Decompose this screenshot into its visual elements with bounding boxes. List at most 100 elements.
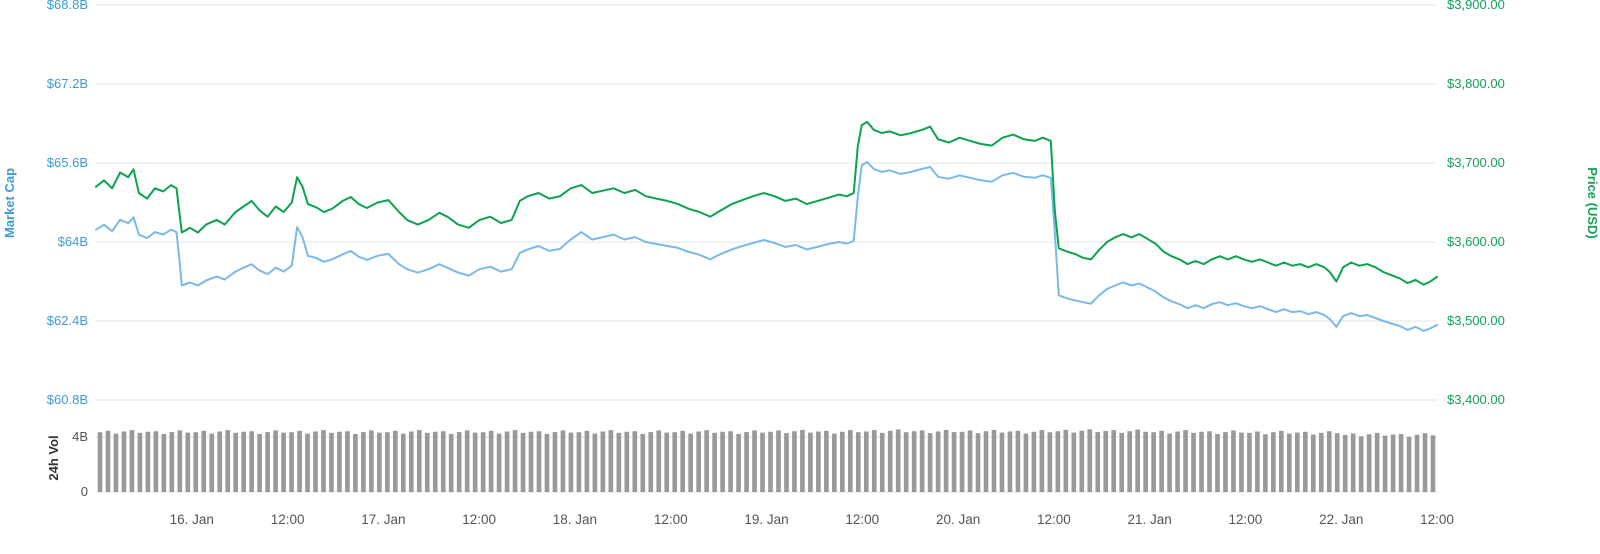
volume-bar[interactable] [696,431,701,493]
price-line[interactable] [95,120,1438,286]
volume-bar[interactable] [720,431,725,492]
volume-bar[interactable] [225,430,231,492]
volume-bar[interactable] [281,432,286,492]
volume-bar[interactable] [1390,434,1396,492]
volume-bar[interactable] [361,432,366,492]
volume-bar[interactable] [145,431,151,492]
volume-bar[interactable] [1015,430,1021,492]
volume-bar[interactable] [488,430,494,492]
volume-bar[interactable] [1175,431,1180,493]
volume-bar[interactable] [1223,432,1228,492]
volume-bar[interactable] [1414,434,1420,492]
volume-bar[interactable] [464,430,470,492]
volume-bar[interactable] [1247,432,1252,492]
volume-bar[interactable] [1342,434,1348,492]
volume-bar[interactable] [369,430,374,492]
volume-bar[interactable] [105,430,111,492]
volume-bar[interactable] [153,431,159,492]
volume-bar[interactable] [1143,431,1148,492]
volume-bar[interactable] [840,431,845,492]
volume-bar[interactable] [201,430,207,492]
volume-bar[interactable] [832,433,837,492]
volume-bar[interactable] [440,431,446,492]
volume-bar[interactable] [776,430,781,492]
volume-bar[interactable] [1334,433,1340,492]
marketcap-line[interactable] [95,161,1438,332]
volume-bar[interactable] [400,433,406,492]
volume-bar[interactable] [504,431,510,493]
volume-bar[interactable] [911,431,917,492]
volume-bar[interactable] [1398,433,1404,492]
volume-bar[interactable] [999,432,1005,492]
volume-bar[interactable] [265,432,270,492]
volume-bar[interactable] [592,433,598,492]
volume-bar[interactable] [289,432,294,492]
volume-bar[interactable] [217,431,223,493]
volume-bar[interactable] [1302,431,1308,492]
volume-bar[interactable] [863,431,869,493]
volume-bar[interactable] [1215,433,1220,492]
volume-bar[interactable] [768,431,773,492]
volume-bar[interactable] [1271,432,1276,492]
volume-bar[interactable] [416,430,422,492]
volume-bar[interactable] [672,432,678,492]
volume-bar[interactable] [528,431,534,492]
volume-bar[interactable] [1310,434,1316,492]
volume-bar[interactable] [448,433,454,492]
volume-bar[interactable] [1231,430,1236,492]
volume-bar[interactable] [704,430,709,492]
volume-bar[interactable] [824,430,829,492]
volume-bar[interactable] [1207,431,1212,492]
volume-bar[interactable] [233,432,239,492]
volume-bar[interactable] [1382,435,1388,492]
volume-bar[interactable] [305,433,310,492]
volume-bar[interactable] [640,433,646,492]
volume-bar[interactable] [480,432,486,492]
volume-bar[interactable] [1366,434,1372,492]
volume-bar[interactable] [1063,429,1069,492]
volume-bar[interactable] [943,429,949,492]
volume-bar[interactable] [1183,430,1188,492]
volume-bar[interactable] [816,431,821,493]
volume-bar[interactable] [249,431,254,492]
volume-bar[interactable] [1279,430,1284,492]
volume-bar[interactable] [432,431,438,492]
volume-bar[interactable] [792,431,797,492]
volume-bar[interactable] [113,433,119,492]
volume-bar[interactable] [927,433,933,492]
volume-bar[interactable] [408,431,414,493]
volume-bar[interactable] [576,432,582,492]
volume-bar[interactable] [632,431,638,492]
volume-bar[interactable] [472,432,478,492]
volume-bar[interactable] [121,431,127,493]
volume-bar[interactable] [1326,431,1332,492]
volume-bar[interactable] [337,431,342,492]
volume-bar[interactable] [1255,431,1260,493]
volume-bar[interactable] [456,432,462,492]
volume-bar[interactable] [728,431,733,492]
volume-bar[interactable] [935,431,941,493]
volume-bar[interactable] [855,432,861,492]
volume-bar[interactable] [393,430,398,492]
volume-bar[interactable] [752,430,757,492]
volume-bar[interactable] [879,432,885,492]
volume-bar[interactable] [1135,429,1140,492]
volume-bar[interactable] [241,431,246,492]
volume-bar[interactable] [544,433,550,492]
volume-bar[interactable] [1151,432,1156,492]
volume-bar[interactable] [648,432,654,492]
volume-bar[interactable] [520,432,526,492]
volume-bar[interactable] [1159,430,1164,492]
volume-bar[interactable] [1055,431,1061,492]
line-series[interactable] [95,120,1438,332]
volume-bar[interactable] [161,433,167,492]
volume-bar[interactable] [297,430,302,492]
volume-bar[interactable] [1422,433,1428,492]
volume-bar[interactable] [712,432,717,492]
volume-bar[interactable] [560,430,566,492]
volume-bar[interactable] [1039,430,1045,492]
volume-bar[interactable] [1095,432,1101,492]
volume-bar[interactable] [736,433,741,492]
volume-bar[interactable] [313,431,318,493]
volume-bar[interactable] [257,433,262,492]
